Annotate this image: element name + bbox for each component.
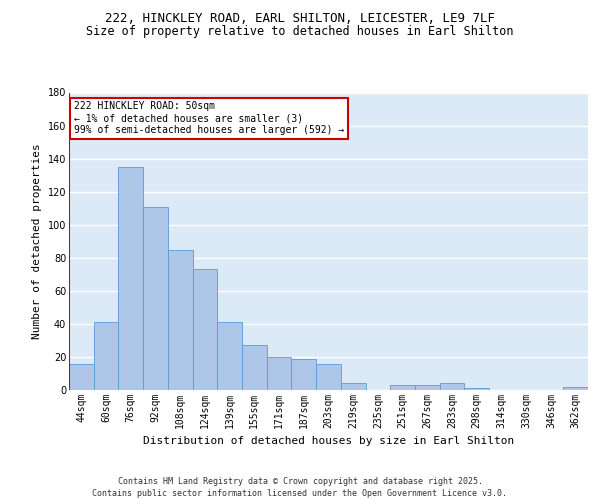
Bar bbox=[168, 250, 193, 390]
Bar bbox=[143, 206, 168, 390]
Text: 222, HINCKLEY ROAD, EARL SHILTON, LEICESTER, LE9 7LF: 222, HINCKLEY ROAD, EARL SHILTON, LEICES… bbox=[105, 12, 495, 26]
Bar bbox=[292, 358, 316, 390]
Bar bbox=[242, 346, 267, 390]
Bar bbox=[316, 364, 341, 390]
Y-axis label: Number of detached properties: Number of detached properties bbox=[32, 144, 42, 339]
Bar bbox=[193, 270, 217, 390]
Bar bbox=[341, 384, 365, 390]
Text: 222 HINCKLEY ROAD: 50sqm
← 1% of detached houses are smaller (3)
99% of semi-det: 222 HINCKLEY ROAD: 50sqm ← 1% of detache… bbox=[74, 102, 344, 134]
Bar bbox=[118, 167, 143, 390]
Bar bbox=[217, 322, 242, 390]
X-axis label: Distribution of detached houses by size in Earl Shilton: Distribution of detached houses by size … bbox=[143, 436, 514, 446]
Bar bbox=[464, 388, 489, 390]
Bar bbox=[563, 386, 588, 390]
Bar bbox=[390, 385, 415, 390]
Text: Size of property relative to detached houses in Earl Shilton: Size of property relative to detached ho… bbox=[86, 24, 514, 38]
Bar bbox=[440, 384, 464, 390]
Bar bbox=[415, 385, 440, 390]
Bar bbox=[69, 364, 94, 390]
Bar bbox=[267, 357, 292, 390]
Bar bbox=[94, 322, 118, 390]
Text: Contains HM Land Registry data © Crown copyright and database right 2025.
Contai: Contains HM Land Registry data © Crown c… bbox=[92, 476, 508, 498]
